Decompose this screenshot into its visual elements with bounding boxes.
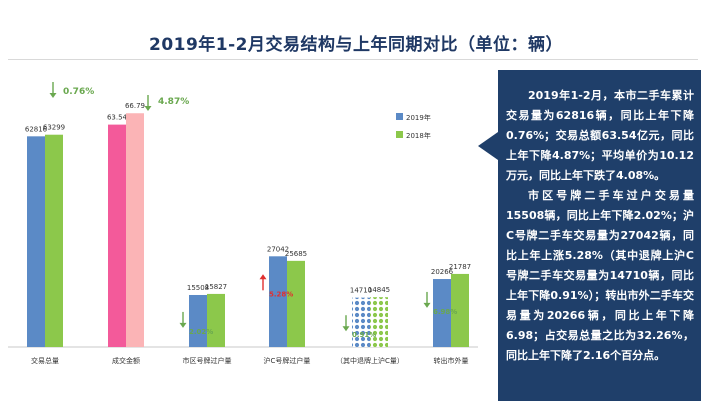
data-label-2019-3: 27042 [267, 245, 289, 253]
page-title: 2019年1-2月交易结构与上年同期对比（单位：辆） [148, 35, 564, 55]
change-label-3: 5.28% [269, 290, 293, 298]
bar-2018-4 [370, 297, 388, 347]
title-divider [8, 59, 698, 60]
change-arrowhead-0 [49, 93, 57, 98]
data-label-2019-0: 62816 [25, 125, 48, 133]
summary-text: 2019年1-2月，本市二手车累计交易量为62816辆，同比上年下降0.76%；… [506, 86, 694, 366]
bar-2018-2 [207, 293, 225, 347]
change-label-0: 0.76% [63, 87, 94, 97]
bar-2019-1 [108, 124, 126, 347]
category-label-1: 成交金额 [112, 356, 140, 365]
category-label-5: 转出市外量 [434, 356, 469, 365]
change-label-4: 0.91% [352, 331, 376, 339]
data-label-2019-1: 63.54 [107, 114, 128, 122]
legend-label-1: 2018年 [406, 131, 431, 140]
category-label-2: 市区号牌过户量 [183, 356, 232, 365]
category-label-3: 沪C号牌过户量 [264, 356, 311, 365]
bar-2019-0 [27, 136, 45, 347]
change-label-1: 4.87% [158, 97, 189, 107]
category-label-4: （其中退牌上沪C量） [336, 356, 404, 365]
change-label-2: 2.02% [189, 328, 213, 336]
bar-2018-3 [287, 260, 305, 347]
change-arrowhead-5 [423, 302, 431, 308]
change-arrowhead-4 [342, 326, 350, 332]
legend-swatch-1 [396, 131, 403, 138]
bar-2018-5 [451, 273, 469, 347]
bar-2019-3 [269, 256, 287, 347]
data-label-2018-4: 14845 [368, 286, 390, 294]
data-label-2018-1: 66.79 [125, 102, 145, 110]
bar-2019-2 [189, 294, 207, 347]
bar-2018-1 [126, 113, 144, 347]
data-label-2018-0: 63299 [43, 124, 65, 132]
summary-panel [498, 70, 701, 401]
summary-paragraph-1: 2019年1-2月，本市二手车累计交易量为62816辆，同比上年下降0.76%；… [506, 89, 694, 182]
data-label-2018-2: 15827 [205, 283, 227, 291]
bar-2019-4 [352, 297, 370, 347]
legend-label-0: 2019年 [406, 113, 431, 122]
change-label-5: 6.98% [433, 308, 457, 316]
legend-swatch-0 [396, 113, 403, 120]
bar-2018-0 [45, 134, 63, 347]
data-label-2018-3: 25685 [285, 250, 307, 258]
change-arrowhead-2 [179, 322, 187, 328]
summary-paragraph-2: 市区号牌二手车过户交易量15508辆，同比上年下降2.02%；沪C号牌二手车交易… [506, 189, 694, 362]
bar-2019-5 [433, 279, 451, 347]
data-label-2019-4: 14710 [350, 287, 372, 295]
data-label-2019-2: 15508 [187, 284, 209, 292]
panel-pointer [478, 132, 498, 160]
data-label-2018-5: 21787 [449, 263, 471, 271]
category-label-0: 交易总量 [31, 356, 59, 365]
data-label-2019-5: 20266 [431, 268, 454, 276]
change-arrowhead-3 [259, 274, 267, 280]
change-arrowhead-1 [144, 106, 152, 111]
